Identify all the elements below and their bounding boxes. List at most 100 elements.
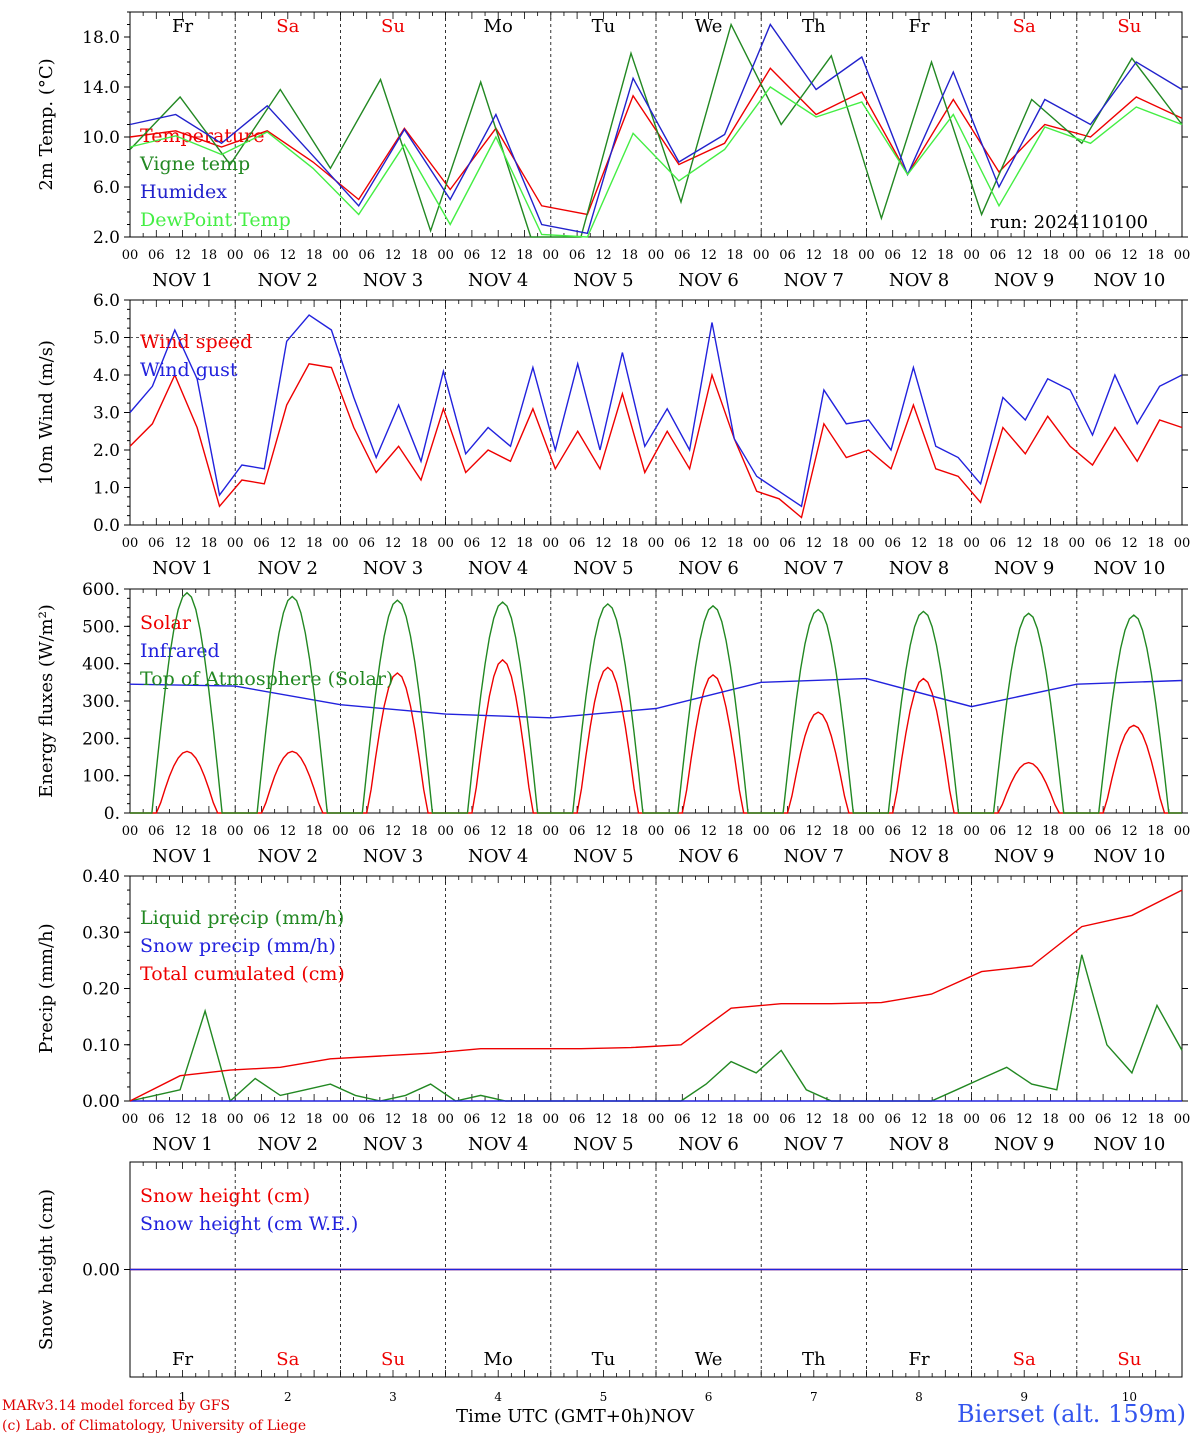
model-credit: MARv3.14 model forced by GFS [2,1398,231,1414]
y-tick-label: 0.30 [82,923,120,943]
weekday-label: Fr [908,1349,929,1370]
hour-tick-label: 18 [727,248,744,263]
hour-tick-label: 12 [280,1112,297,1127]
hour-tick-label: 18 [832,824,849,839]
hour-tick-label: 12 [174,536,191,551]
hour-tick-label: 06 [464,824,481,839]
date-label: NOV 8 [889,558,949,579]
date-label: NOV 4 [468,846,528,867]
hour-tick-label: 06 [253,536,270,551]
hour-tick-label: 06 [990,824,1007,839]
hour-tick-label: 18 [832,1112,849,1127]
hour-tick-label: 00 [1069,1112,1086,1127]
date-label: NOV 5 [573,1134,633,1155]
legend-entry: Top of Atmosphere (Solar) [140,668,393,690]
hour-tick-label: 00 [1174,536,1191,551]
hour-tick-label: 18 [306,248,323,263]
hour-tick-label: 18 [727,1112,744,1127]
hour-tick-label: 12 [700,248,717,263]
hour-tick-label: 00 [122,248,139,263]
hour-tick-label: 00 [858,248,875,263]
hour-tick-label: 18 [937,1112,954,1127]
date-label: NOV 3 [363,558,423,579]
hour-tick-label: 18 [832,248,849,263]
date-label: NOV 5 [573,558,633,579]
y-tick-label: 18.0 [82,28,120,48]
hour-tick-label: 18 [1147,536,1164,551]
day-number-label: 2 [284,1390,292,1404]
hour-tick-label: 18 [306,536,323,551]
hour-tick-label: 00 [227,1112,244,1127]
y-tick-label: 500. [82,617,120,637]
day-number-label: 3 [389,1390,397,1404]
hour-tick-label: 12 [806,824,823,839]
hour-tick-label: 12 [1121,536,1138,551]
y-tick-label: 6.0 [93,178,120,198]
date-label: NOV 2 [258,846,318,867]
weekday-label: We [695,16,723,37]
y-tick-label: 6.0 [93,291,120,311]
hour-tick-label: 00 [963,824,980,839]
hour-tick-label: 06 [674,1112,691,1127]
series-line [129,22,1183,238]
legend-entry: Vigne temp [139,153,250,175]
hour-tick-label: 06 [148,1112,165,1127]
hour-tick-label: 06 [358,824,375,839]
hour-tick-label: 00 [437,248,454,263]
hour-tick-label: 06 [1095,248,1112,263]
date-label: NOV 5 [573,270,633,291]
hour-tick-label: 12 [1016,824,1033,839]
hour-tick-label: 06 [884,824,901,839]
date-label: NOV 1 [152,270,212,291]
y-tick-label: 600. [82,580,120,600]
hour-tick-label: 06 [990,248,1007,263]
date-label: NOV 9 [994,270,1054,291]
y-tick-label: 0.40 [82,867,120,887]
hour-tick-label: 18 [832,536,849,551]
date-label: NOV 7 [784,1134,844,1155]
hour-tick-label: 06 [569,824,586,839]
series-line [129,314,1183,508]
hour-tick-label: 12 [806,536,823,551]
date-label: NOV 6 [678,1134,738,1155]
hour-tick-label: 12 [1016,248,1033,263]
legend-entry: Infrared [140,640,220,662]
series-line [129,23,1183,235]
temperature-panel: 2.0 6.0 10.0 14.0 18.0 2m Temp. (°C) 00 06 12 18 N… [36,11,1190,291]
hour-tick-label: 12 [174,248,191,263]
date-label: NOV 6 [678,846,738,867]
hour-tick-label: 12 [490,1112,507,1127]
date-label: NOV 6 [678,270,738,291]
hour-tick-label: 00 [648,248,665,263]
hour-tick-label: 18 [937,536,954,551]
hour-tick-label: 18 [306,1112,323,1127]
hour-tick-label: 00 [963,248,980,263]
hour-tick-label: 18 [1147,1112,1164,1127]
hour-tick-label: 06 [253,824,270,839]
hour-tick-label: 18 [1042,536,1059,551]
weekday-label: Sa [276,1349,299,1370]
y-tick-label: 1.0 [93,479,120,499]
hour-tick-label: 06 [464,1112,481,1127]
date-label: NOV 2 [258,270,318,291]
hour-tick-label: 18 [201,1112,218,1127]
y-axis-label: 2m Temp. (°C) [36,58,57,190]
hour-tick-label: 00 [227,824,244,839]
date-label: NOV 10 [1093,558,1165,579]
hour-tick-label: 00 [543,536,560,551]
hour-tick-label: 12 [385,536,402,551]
series-line [129,86,1183,238]
hour-tick-label: 06 [779,248,796,263]
hour-tick-label: 12 [595,1112,612,1127]
date-label: NOV 3 [363,846,423,867]
hour-tick-label: 18 [1147,824,1164,839]
hour-tick-label: 00 [543,1112,560,1127]
hour-tick-label: 00 [332,536,349,551]
hour-tick-label: 18 [516,824,533,839]
legend-entry: Temperature [140,125,264,147]
y-tick-label: 0.0 [93,516,120,536]
hour-tick-label: 06 [674,536,691,551]
y-tick-label: 0.00 [82,1092,120,1112]
hour-tick-label: 12 [595,248,612,263]
series-line [130,591,1182,814]
